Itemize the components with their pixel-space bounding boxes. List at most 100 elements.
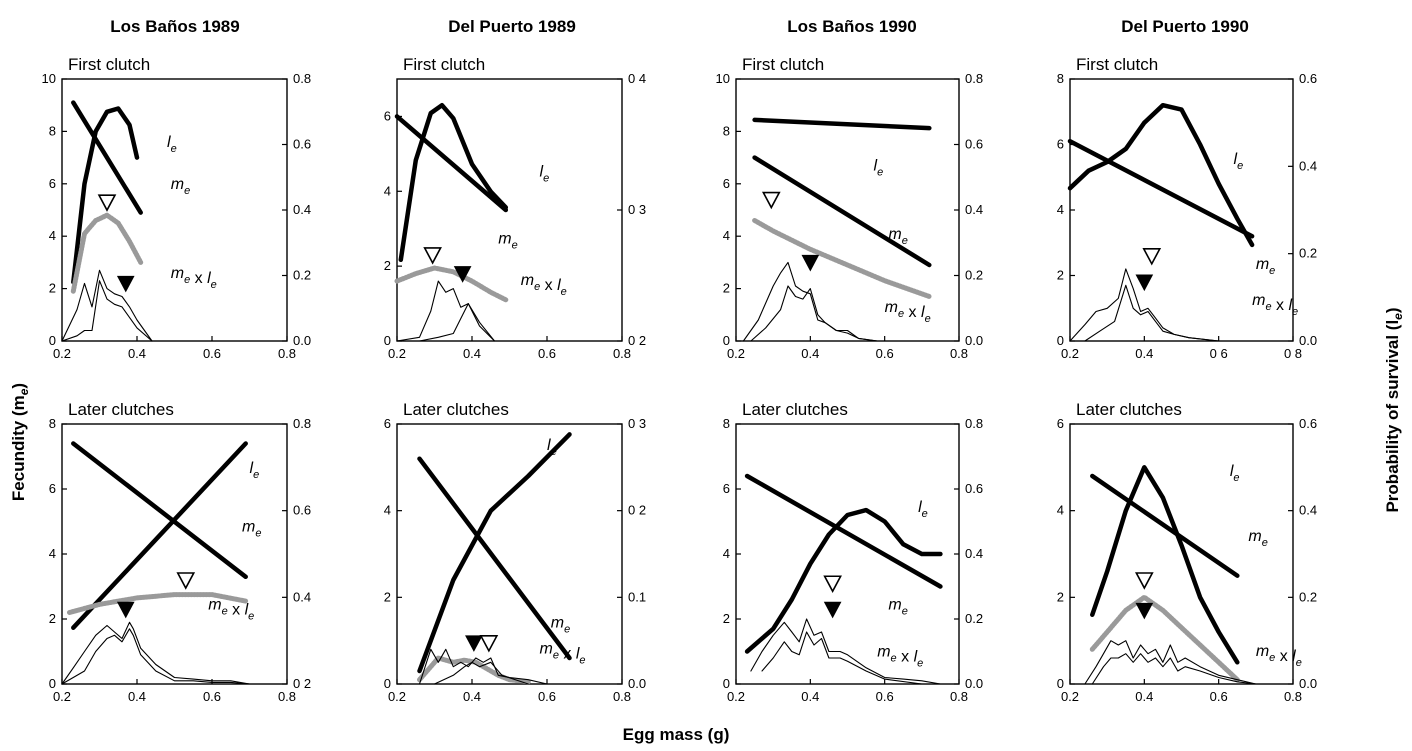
x-tick-label: 0.6 [1210,689,1228,704]
x-tick-label: 0.8 [1284,689,1302,704]
y2-tick-label: 0.0 [293,333,311,348]
series-le [744,507,943,654]
y2-tick-label: 0.4 [293,202,311,217]
x-tick-label: 0.6 [203,346,221,361]
curve-label-me: me [498,231,517,252]
y2-tick-label: 0.4 [1299,158,1317,173]
chart-panel: Later clutches 0.2 0.4 0.6 0.8 0 2 4 6 0.0 0.2 0.4 0… [1057,400,1317,704]
y-tick-label: 2 [49,611,56,626]
open-triangle-marker [1134,572,1154,590]
series-le [417,432,572,674]
y2-tick-label: 0.8 [965,71,983,86]
series-distribution-2 [433,661,529,685]
open-triangle-marker [479,635,499,653]
curve-label-me-x-le: me x le [171,265,217,291]
plot-frame [61,78,288,342]
panel-title: First clutch [742,55,824,74]
curve-label-le: le [540,163,550,184]
curve-label-me: me [1248,528,1267,549]
x-tick-label: 0.2 [727,346,745,361]
chart-panel: Later clutches 0.2 0.4 0.6 0.8 0 2 4 6 0.0 0.1 0 2 0… [384,400,646,704]
x-tick-label: 0 6 [1210,346,1228,361]
y-tick-label: 2 [1057,268,1064,283]
y2-tick-label: 0 3 [628,416,646,431]
y-tick-label: 4 [49,546,56,561]
x-tick-label: 0.6 [876,346,894,361]
y2-tick-label: 0.0 [1299,333,1317,348]
curve-label-me-x-le: me x le [208,596,254,622]
y2-tick-label: 0 2 [628,333,646,348]
curve-label-le: le [1234,151,1244,172]
y-tick-label: 4 [49,228,56,243]
column-title: Del Puerto 1989 [448,17,576,36]
y2-tick-label: 0.4 [1299,503,1317,518]
curve-label-me-x-le: me x le [521,272,567,298]
y-axis-title-left: Fecundity (me) [9,383,31,501]
series-le [1067,102,1255,248]
series-me [1090,473,1240,578]
y2-tick-label: 0.0 [965,333,983,348]
y-tick-label: 0 [49,676,56,691]
x-tick-label: 0.4 [463,346,481,361]
y2-tick-label: 0 3 [628,202,646,217]
x-tick-label: 0.2 [1061,689,1079,704]
filled-triangle-marker [116,275,135,293]
y-tick-label: 6 [384,416,391,431]
y-tick-label: 6 [723,176,730,191]
x-tick-label: 0.8 [950,346,968,361]
y-tick-label: 2 [723,281,730,296]
curve-label-le: le [547,437,557,458]
y-tick-label: 4 [384,183,391,198]
column-title: Los Baños 1989 [110,17,239,36]
open-triangle-marker [176,572,196,590]
y-tick-label: 4 [1057,202,1064,217]
y2-tick-label: 0 4 [628,71,646,86]
chart-panel: First clutch 0.2 0.4 0.6 0.8 0 2 4 6 0 2 0 3 0 4 le m… [384,55,646,361]
x-tick-label: 0.2 [388,346,406,361]
x-tick-label: 0.2 [727,689,745,704]
series-me [394,114,509,213]
y2-tick-label: 0.6 [293,137,311,152]
panel-title: First clutch [1076,55,1158,74]
series-le [752,117,932,131]
y-tick-label: 8 [49,123,56,138]
y-tick-label: 0 [723,676,730,691]
x-tick-label: 0.6 [203,689,221,704]
y2-tick-label: 0.1 [628,589,646,604]
filled-triangle-marker [465,635,483,652]
curve-label-le: le [250,460,260,481]
x-tick-label: 0.4 [1135,346,1153,361]
curve-label-le: le [918,499,928,520]
series-le [71,441,248,630]
x-tick-label: 0.6 [538,689,556,704]
series-distribution-1 [1084,640,1257,685]
y-tick-label: 6 [1057,416,1064,431]
series-le [1090,465,1240,665]
x-tick-label: 0.2 [1061,346,1079,361]
open-triangle-marker [761,191,781,210]
x-tick-label: 0.4 [463,689,481,704]
open-triangle-marker [823,575,842,593]
curve-label-me-x-le: me x le [1256,643,1302,669]
y-tick-label: 4 [723,228,730,243]
y-tick-label: 0 [384,333,391,348]
y2-tick-label: 0.4 [965,546,983,561]
y2-tick-label: 0.6 [1299,416,1317,431]
curve-label-me: me [1256,256,1275,277]
series-me-x-le [1089,594,1240,683]
curve-label-me: me [888,596,907,617]
open-triangle-marker [97,194,117,212]
y-tick-label: 2 [384,258,391,273]
y2-tick-label: 0.6 [965,137,983,152]
curve-label-le: le [874,158,884,179]
y-tick-label: 0 [1057,333,1064,348]
series-me [752,155,932,268]
y-tick-label: 2 [384,589,391,604]
series-distribution-2 [1084,284,1220,342]
y-tick-label: 8 [1057,71,1064,86]
series-distribution-1 [396,280,496,342]
y-tick-label: 10 [42,71,56,86]
series-me-x-le [752,218,932,299]
curve-label-le: le [1230,463,1240,484]
curve-label-me: me [551,615,570,636]
